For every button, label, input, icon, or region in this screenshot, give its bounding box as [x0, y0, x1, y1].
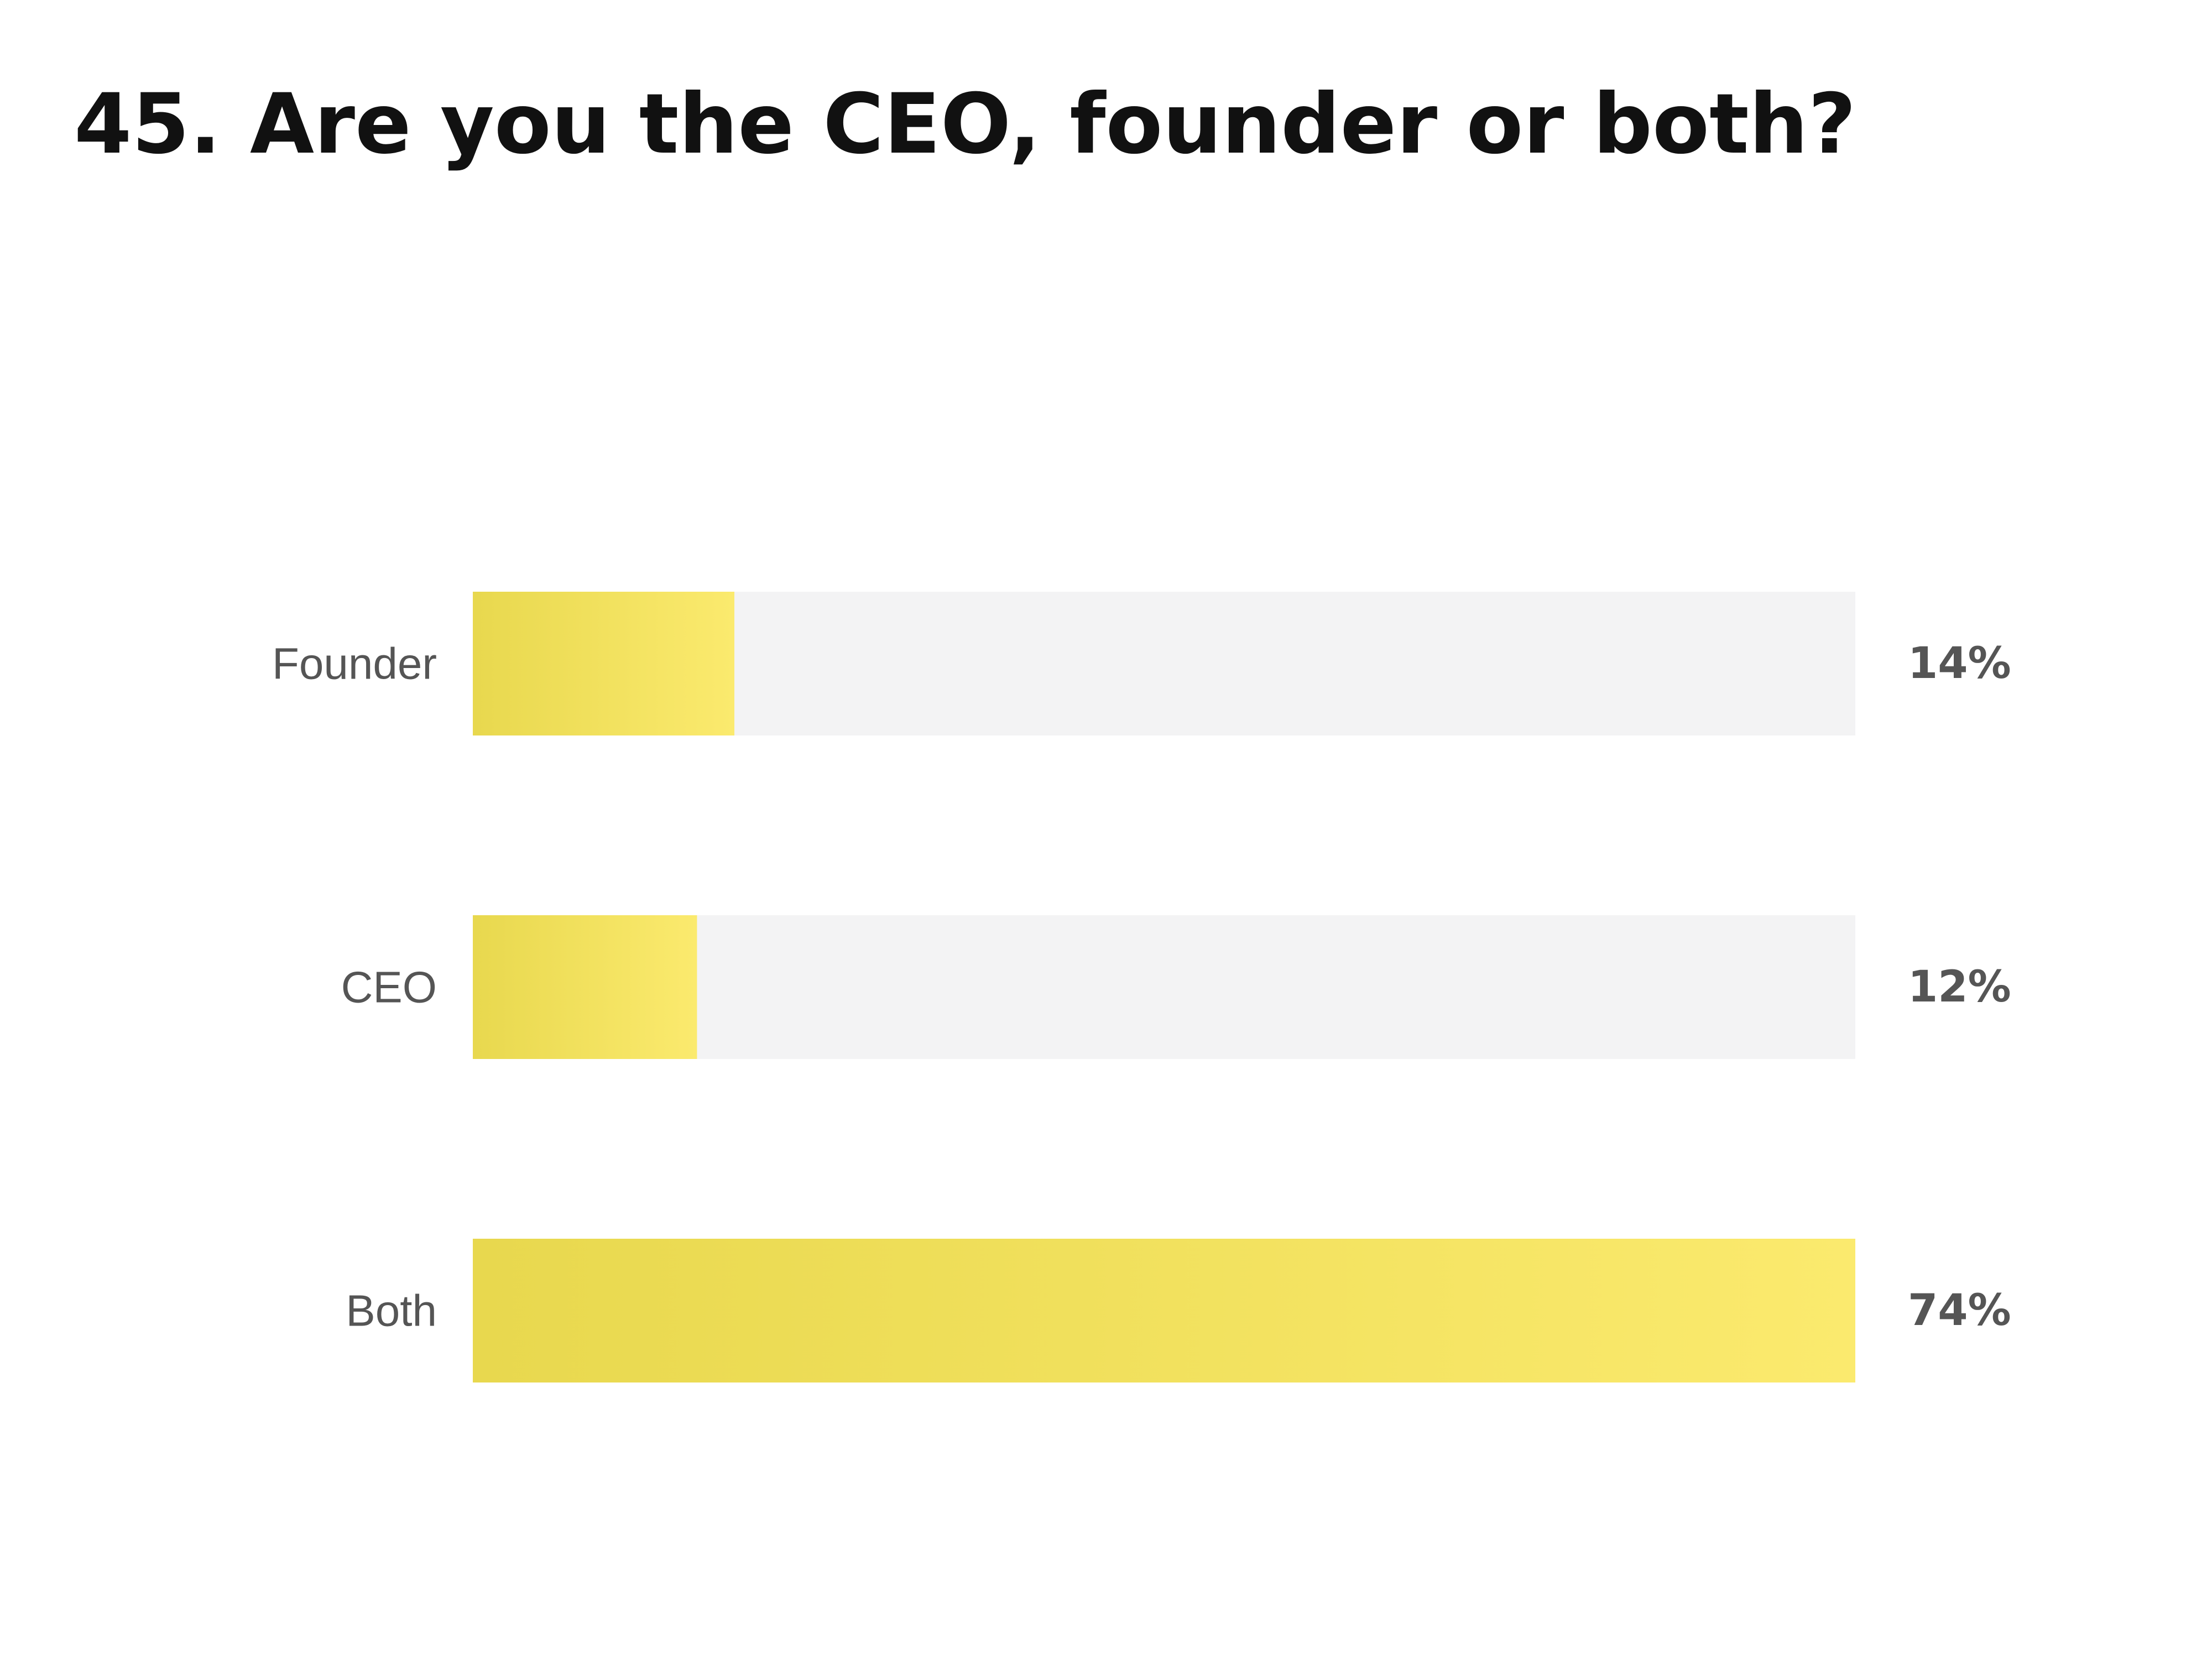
- bar-both: [473, 1239, 1855, 1383]
- chart-title: 45. Are you the CEO, founder or both?: [74, 76, 1856, 173]
- bar-founder: [473, 592, 734, 735]
- category-label-founder: Founder: [272, 639, 437, 688]
- value-label-ceo: 12%: [1908, 962, 2011, 1012]
- value-label-founder: 14%: [1908, 639, 2011, 688]
- value-label-both: 74%: [1908, 1286, 2011, 1335]
- bar-ceo: [473, 915, 697, 1059]
- category-label-both: Both: [346, 1286, 437, 1335]
- bar-track-ceo: [473, 915, 1855, 1059]
- bars-layer: Founder 14% CEO 12% Both 74%: [272, 592, 2011, 1383]
- category-label-ceo: CEO: [341, 963, 437, 1012]
